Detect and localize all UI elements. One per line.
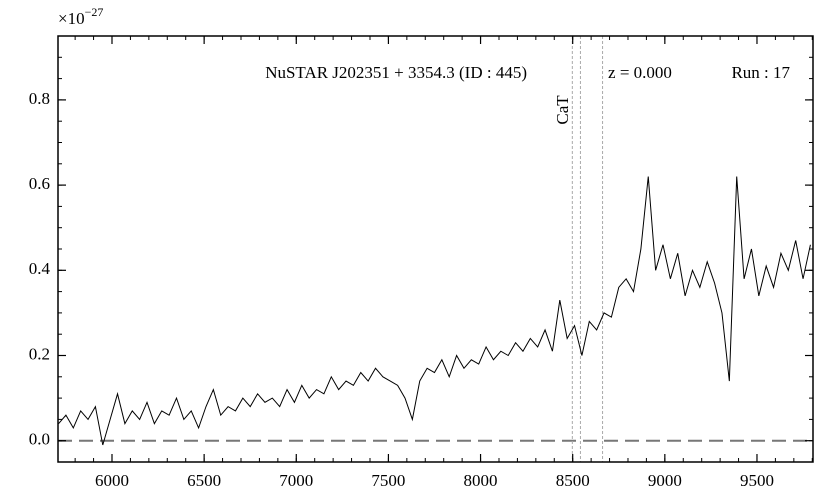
x-tick-label: 8500 xyxy=(556,471,590,490)
spectrum-line xyxy=(58,176,811,446)
x-tick-label: 9000 xyxy=(648,471,682,490)
y-tick-label: 0.0 xyxy=(29,430,50,449)
chart-title: NuSTAR J202351 + 3354.3 (ID : 445) xyxy=(265,63,527,82)
x-tick-label: 6500 xyxy=(187,471,221,490)
plot-frame xyxy=(57,35,814,463)
redshift: z = 0.000 xyxy=(608,63,672,82)
multiplier-exp: −27 xyxy=(85,5,104,19)
x-tick-label: 7000 xyxy=(279,471,313,490)
run: Run : 17 xyxy=(731,63,790,82)
y-tick-label: 0.6 xyxy=(29,174,50,193)
multiplier-base: ×10 xyxy=(58,9,85,28)
y-tick-label: 0.2 xyxy=(29,344,50,363)
multiplier: ×10−27 xyxy=(58,5,103,28)
x-tick-label: 7500 xyxy=(371,471,405,490)
feature-label: CaT xyxy=(553,95,572,125)
y-tick-label: 0.8 xyxy=(29,89,50,108)
x-tick-label: 9500 xyxy=(740,471,774,490)
y-tick-label: 0.4 xyxy=(29,259,51,278)
x-tick-label: 6000 xyxy=(95,471,129,490)
x-tick-label: 8000 xyxy=(464,471,498,490)
